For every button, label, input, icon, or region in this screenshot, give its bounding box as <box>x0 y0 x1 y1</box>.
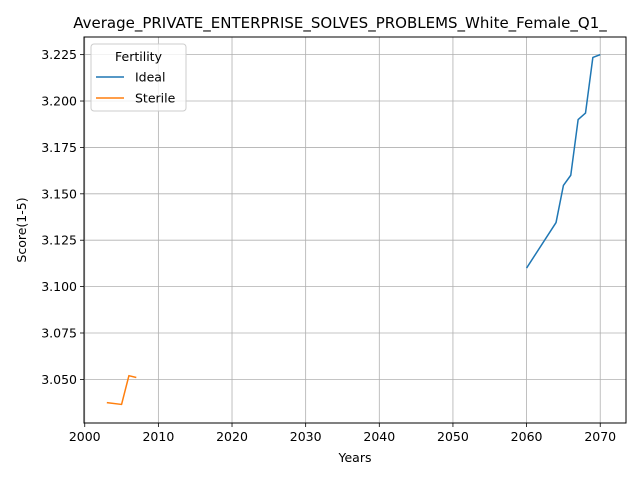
series-line-ideal <box>525 53 601 269</box>
y-tick-label: 3.200 <box>41 94 77 109</box>
y-tick-label: 3.100 <box>41 279 77 294</box>
x-tick-label: 2070 <box>584 429 616 444</box>
x-tick-label: 2060 <box>511 429 543 444</box>
y-axis: 3.050 3.075 3.100 3.125 3.150 3.175 3.200 3.225 <box>41 47 84 387</box>
y-tick-label: 3.150 <box>41 186 77 201</box>
y-tick-label: 3.225 <box>41 47 77 62</box>
legend-label-ideal: Ideal <box>135 70 165 85</box>
x-tick-label: 2020 <box>216 429 248 444</box>
legend-label-sterile: Sterile <box>135 91 176 106</box>
grid-lines <box>84 37 626 423</box>
x-tick-label: 2010 <box>142 429 174 444</box>
y-axis-label: Score(1-5) <box>14 197 29 262</box>
x-axis: 2000 2010 2020 2030 2040 2050 2060 2070 <box>69 423 616 444</box>
series-lines <box>106 53 601 406</box>
y-tick-label: 3.175 <box>41 140 77 155</box>
x-tick-label: 2040 <box>363 429 395 444</box>
x-axis-label: Years <box>338 450 372 465</box>
series-line-sterile <box>106 374 137 406</box>
y-tick-label: 3.125 <box>41 233 77 248</box>
x-tick-label: 2050 <box>437 429 469 444</box>
legend-box <box>90 43 187 112</box>
legend-title: Fertility <box>115 49 163 64</box>
y-tick-label: 3.075 <box>41 325 77 340</box>
plot-frame <box>83 36 627 424</box>
x-tick-label: 2000 <box>69 429 101 444</box>
legend: Fertility Ideal Sterile <box>90 43 187 112</box>
y-tick-label: 3.050 <box>41 372 77 387</box>
x-tick-label: 2030 <box>290 429 322 444</box>
chart-title: Average_PRIVATE_ENTERPRISE_SOLVES_PROBLE… <box>73 14 607 33</box>
